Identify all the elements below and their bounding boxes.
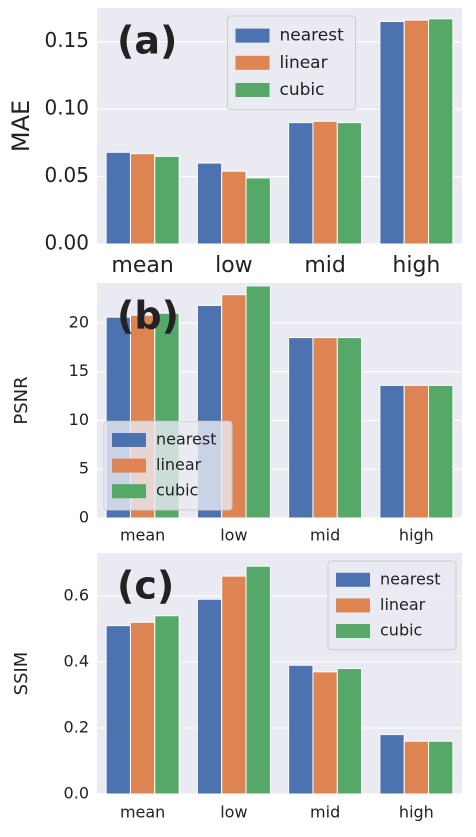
- x-tick-label: low: [215, 253, 253, 278]
- bar: [312, 120, 338, 245]
- bar: [245, 177, 271, 245]
- y-axis-label: PSNR: [11, 376, 32, 424]
- bar: [129, 153, 156, 245]
- bar: [105, 625, 131, 795]
- bar: [336, 668, 363, 795]
- y-tick-label: 0.15: [44, 28, 89, 52]
- bar: [379, 20, 405, 245]
- bar: [221, 170, 247, 245]
- y-axis-label: MAE: [7, 100, 35, 152]
- bar: [154, 155, 180, 245]
- bar: [403, 740, 430, 795]
- y-tick-label: 0.00: [44, 231, 89, 255]
- legend-swatch: [336, 598, 370, 613]
- x-tick-label: mean: [120, 803, 165, 822]
- bar: [336, 337, 363, 519]
- y-tick-label: 0.0: [64, 784, 89, 803]
- x-tick-label: high: [392, 253, 440, 278]
- x-tick-label: high: [399, 526, 434, 545]
- x-tick-label: mean: [120, 526, 165, 545]
- bar: [403, 19, 430, 245]
- y-tick-label: 0.2: [64, 717, 89, 736]
- x-tick-label: high: [399, 803, 434, 822]
- bar: [336, 122, 363, 245]
- bar: [288, 337, 314, 519]
- legend-label: nearest: [280, 26, 345, 46]
- x-tick-label: mid: [310, 526, 340, 545]
- bar: [288, 122, 314, 245]
- bar: [403, 384, 430, 519]
- legend-label: linear: [280, 53, 328, 73]
- y-axis-label: SSIM: [11, 652, 32, 696]
- legend-label: cubic: [156, 481, 198, 500]
- bar: [428, 18, 454, 245]
- bar: [312, 671, 338, 795]
- legend-label: linear: [156, 455, 202, 474]
- bar: [129, 621, 156, 795]
- y-tick-label: 15: [69, 361, 89, 380]
- legend-swatch: [235, 83, 270, 97]
- x-tick-label: mid: [310, 803, 340, 822]
- x-tick-label: mean: [111, 253, 173, 278]
- legend-swatch: [112, 484, 146, 499]
- y-tick-label: 0.6: [64, 585, 89, 604]
- legend-label: nearest: [156, 430, 216, 449]
- bar: [105, 151, 131, 245]
- legend-label: cubic: [380, 621, 422, 640]
- bar: [379, 384, 405, 519]
- bar: [221, 575, 247, 795]
- x-tick-label: mid: [304, 253, 346, 278]
- bar: [154, 615, 180, 795]
- legend-label: linear: [380, 595, 426, 614]
- legend-swatch: [112, 458, 146, 473]
- panel-label: (b): [117, 294, 179, 338]
- bar: [428, 384, 454, 519]
- legend-swatch: [336, 572, 370, 587]
- legend-swatch: [112, 433, 146, 447]
- legend-label: cubic: [280, 80, 325, 100]
- x-tick-label: low: [220, 526, 247, 545]
- y-tick-label: 0: [79, 508, 89, 527]
- bar: [245, 285, 271, 519]
- bar: [288, 664, 314, 795]
- panel-label: (c): [117, 564, 174, 608]
- y-tick-label: 20: [69, 312, 89, 331]
- panel-label: (a): [117, 19, 177, 63]
- legend-swatch: [235, 28, 270, 43]
- bar: [428, 740, 454, 795]
- y-tick-label: 5: [79, 459, 89, 478]
- bar: [312, 337, 338, 519]
- y-tick-label: 10: [69, 410, 89, 429]
- x-tick-label: low: [220, 803, 247, 822]
- legend-swatch: [235, 55, 270, 70]
- legend-label: nearest: [380, 569, 440, 588]
- legend-swatch: [336, 624, 370, 638]
- y-tick-label: 0.4: [64, 651, 89, 670]
- bar: [379, 734, 405, 795]
- bar: [196, 162, 223, 245]
- y-tick-label: 0.10: [44, 96, 89, 120]
- bar: [196, 598, 223, 795]
- bar: [245, 565, 271, 795]
- y-tick-label: 0.05: [44, 163, 89, 187]
